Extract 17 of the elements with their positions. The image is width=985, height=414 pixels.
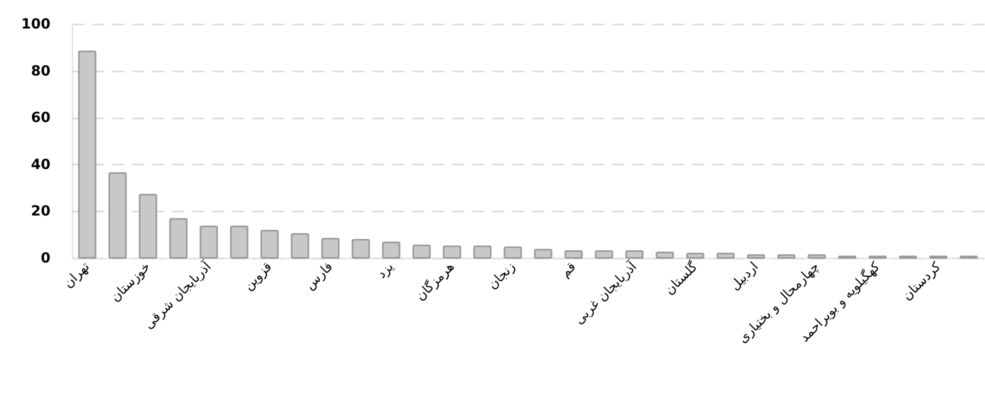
y-tick-label: 60 — [31, 110, 51, 126]
x-tick-label: اردبیل — [728, 260, 762, 294]
x-tick-label: قم — [558, 260, 580, 281]
y-tick-label: 100 — [21, 16, 51, 32]
x-tick-label: گلستان — [662, 258, 702, 298]
x-tick-label: کردستان — [900, 258, 945, 304]
x-tick-label: قزوین — [241, 260, 276, 294]
x-tick-label: تهران — [61, 259, 94, 292]
x-tick-label: فارس — [302, 260, 336, 294]
y-tick-label: 0 — [40, 250, 51, 266]
x-tick-label: یزد — [374, 259, 398, 282]
y-tick-label: 40 — [31, 156, 51, 173]
x-tick-label: هرمزگان — [412, 258, 458, 304]
x-tick-label: زنجان — [485, 260, 518, 293]
y-tick-label: 20 — [31, 204, 51, 220]
x-tick-label: خوزستان — [108, 260, 154, 306]
y-tick-label: 80 — [31, 63, 51, 80]
